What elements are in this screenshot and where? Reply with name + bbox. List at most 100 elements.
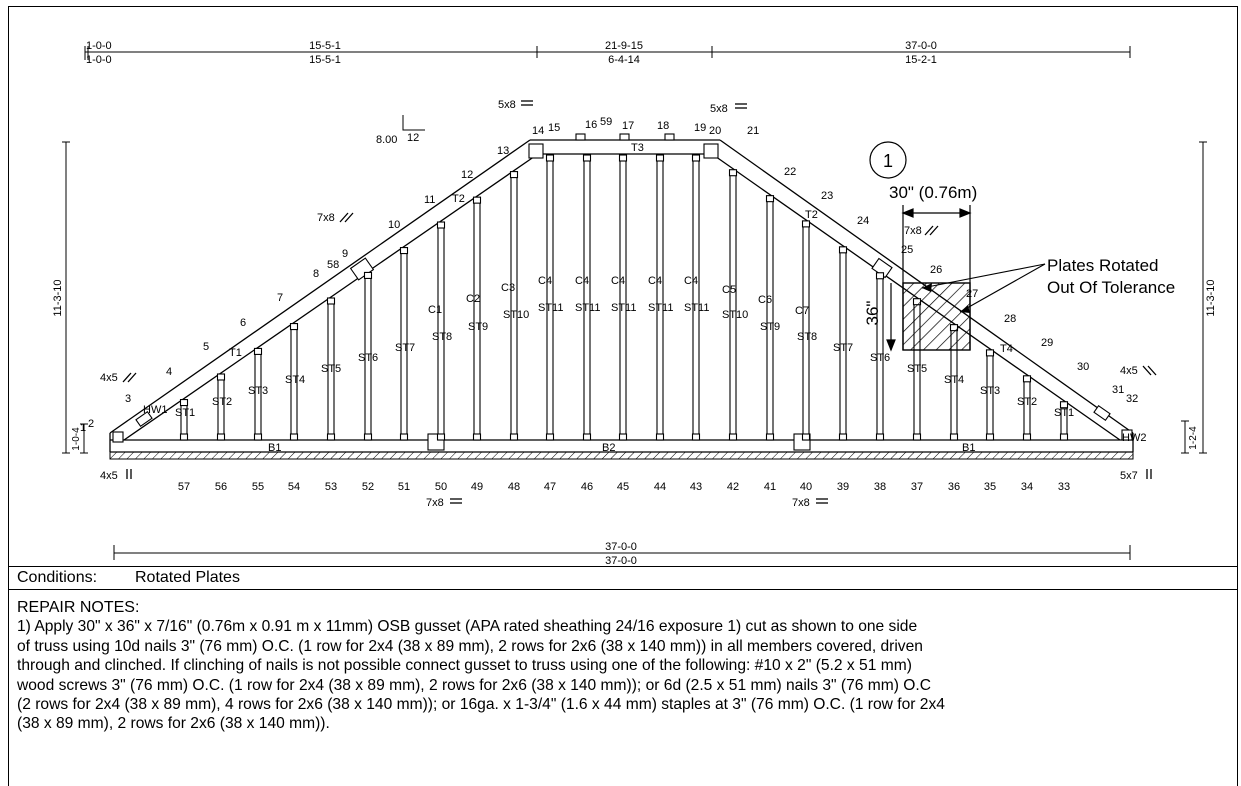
node-number: 47 xyxy=(544,481,556,493)
node-number: 54 xyxy=(288,481,300,493)
node-number: 25 xyxy=(901,244,913,256)
node-number: 57 xyxy=(178,481,190,493)
web-plate xyxy=(472,433,482,441)
node-number: 9 xyxy=(342,248,348,260)
node-number: 48 xyxy=(508,481,520,493)
node-number: 35 xyxy=(984,481,996,493)
dim-right-height: 11-3-10 xyxy=(1205,279,1217,316)
web-plate xyxy=(399,247,409,255)
web-plate xyxy=(1022,433,1032,441)
gusset-area xyxy=(902,282,971,351)
callout-label-line2: Out Of Tolerance xyxy=(1047,278,1175,297)
web-c-label: C5 xyxy=(722,284,736,296)
node-number: 24 xyxy=(857,215,869,227)
node-number: 37 xyxy=(911,481,923,493)
plate-left-heel: 4x5 xyxy=(100,470,118,482)
node-number: 16 xyxy=(585,119,597,131)
plate-left-lower: 4x5 xyxy=(100,372,118,384)
member-b1-right: B1 xyxy=(962,442,975,454)
web-plate xyxy=(655,154,665,162)
web-plate xyxy=(472,196,482,204)
top-dimension-line xyxy=(84,46,1131,60)
node-number: 52 xyxy=(362,481,374,493)
web-c-label: C1 xyxy=(428,304,442,316)
node-number: 40 xyxy=(800,481,812,493)
web-plate xyxy=(765,195,775,203)
node-number: 1 xyxy=(80,422,86,434)
web-plate xyxy=(545,433,555,441)
node-number: 34 xyxy=(1021,481,1033,493)
web-plate xyxy=(509,433,519,441)
web-member xyxy=(656,155,664,441)
dim-left-height: 11-3-10 xyxy=(52,279,64,316)
node-number: 3 xyxy=(125,393,131,405)
web-label: ST11 xyxy=(684,302,709,314)
web-plate xyxy=(582,433,592,441)
web-plate xyxy=(655,433,665,441)
plate-right-lower: 4x5 xyxy=(1120,365,1138,377)
pitch-symbol: 8.00 12 xyxy=(376,115,425,146)
web-plate xyxy=(728,169,738,177)
web-plate xyxy=(691,433,701,441)
node-number: 6 xyxy=(240,317,246,329)
node-number: 44 xyxy=(654,481,666,493)
member-b2: B2 xyxy=(602,442,615,454)
web-plate xyxy=(326,433,336,441)
plate-left-mid: 7x8 xyxy=(317,212,335,224)
node-number: 5 xyxy=(203,341,209,353)
node-number: 32 xyxy=(1126,393,1138,405)
node-number: 58 xyxy=(327,259,339,271)
node-number: 8 xyxy=(313,268,319,280)
callout-circle xyxy=(869,141,907,179)
dim-seg1-len: 15-5-1 xyxy=(309,54,341,66)
node-number: 11 xyxy=(424,194,435,206)
web-plate xyxy=(875,433,885,441)
node-number: 10 xyxy=(388,219,400,231)
member-t2-left: T2 xyxy=(452,193,465,205)
node-number: 14 xyxy=(532,125,544,137)
web-c-label: C4 xyxy=(575,275,589,287)
web-plate xyxy=(363,271,373,279)
web-member xyxy=(546,155,554,441)
truss-drawing: 1-0-0 1-0-0 15-5-1 15-5-1 21-9-15 6-4-14… xyxy=(52,40,1217,566)
web-label: ST10 xyxy=(722,309,748,321)
web-label: ST6 xyxy=(870,352,890,364)
bottom-dimension-line xyxy=(113,545,1131,560)
web-label: ST11 xyxy=(648,302,673,314)
web-plate xyxy=(618,154,628,162)
web-label: ST8 xyxy=(432,331,452,343)
member-labels: T1 T2 T2 T3 T4 B1 B2 B1 HW1 HW2 xyxy=(143,142,1146,454)
plate-bottom-right-mid: 7x8 xyxy=(792,497,810,509)
plate-orientation-marks xyxy=(122,100,1157,504)
web-label: ST11 xyxy=(611,302,636,314)
web-plate xyxy=(985,433,995,441)
web-labels: ST1 ST2 ST3 ST4 ST5 ST6 ST7 ST8 ST9 ST10 ST11 ST11 S… xyxy=(175,275,1074,419)
node-number: 45 xyxy=(617,481,629,493)
web-plate xyxy=(179,399,189,407)
web-member xyxy=(729,170,737,441)
node-number: 7 xyxy=(277,292,283,304)
callout-number: 1 xyxy=(883,151,893,171)
web-plate xyxy=(949,433,959,441)
drawing-frame xyxy=(8,6,1238,786)
node-number: 49 xyxy=(471,481,483,493)
web-c-label: C3 xyxy=(501,282,515,294)
node-number: 42 xyxy=(727,481,739,493)
web-label: ST2 xyxy=(1017,396,1037,408)
web-plate xyxy=(436,221,446,229)
conditions-label: Conditions: xyxy=(17,569,98,586)
node-number: 23 xyxy=(821,190,833,202)
web-label: ST5 xyxy=(907,363,927,375)
dim-bottom-total-a: 37-0-0 xyxy=(605,541,637,553)
web-plate xyxy=(545,154,555,162)
bearing-strip xyxy=(109,451,1134,460)
web-plate xyxy=(363,433,373,441)
node-number: 43 xyxy=(690,481,702,493)
callout-height: 36" xyxy=(863,301,882,326)
repair-notes: REPAIR NOTES: 1) Apply 30" x 36" x 7/16"… xyxy=(17,598,1232,734)
node-number: 41 xyxy=(764,481,776,493)
dim-left-heel: 1-0-4 xyxy=(71,427,82,451)
node-number: 21 xyxy=(747,125,759,137)
pitch-rise: 8.00 xyxy=(376,134,397,146)
